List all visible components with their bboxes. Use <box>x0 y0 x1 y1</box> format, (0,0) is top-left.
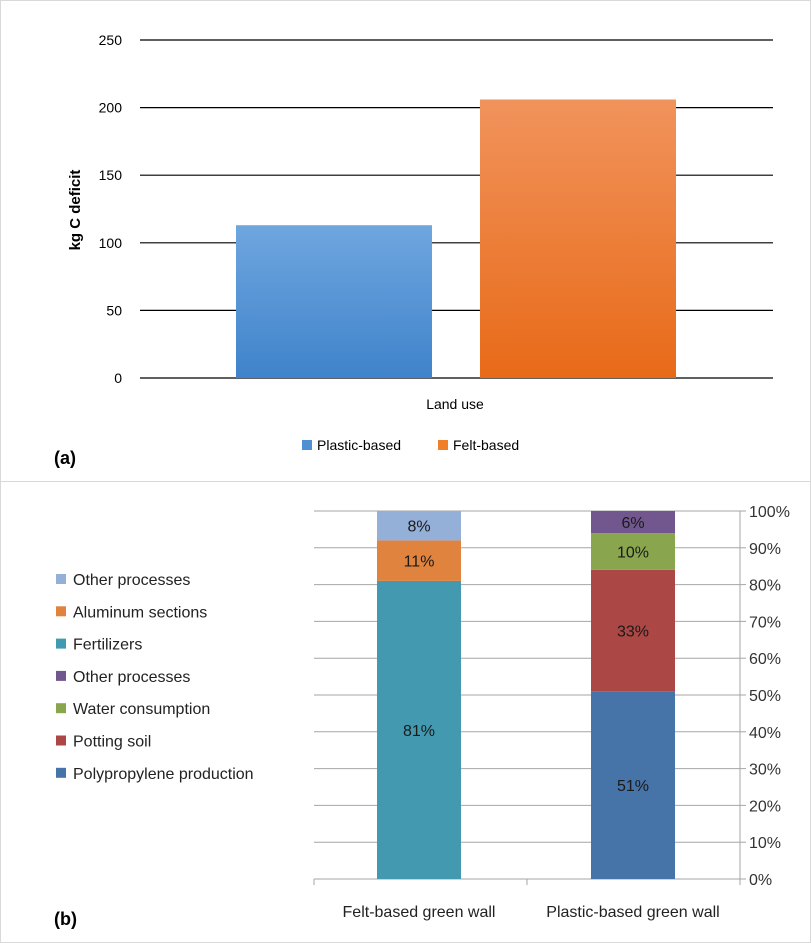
data-label: 6% <box>621 515 644 532</box>
y-tick-label: 50 <box>106 302 122 318</box>
legend-swatch <box>56 606 66 617</box>
bar-segment-other-processes <box>591 511 675 534</box>
legend-swatch <box>56 767 66 778</box>
y-tick-label: 0% <box>749 872 772 889</box>
panel-a-label: (a) <box>54 448 76 468</box>
y-tick-label: 150 <box>99 167 123 183</box>
y-tick-label: 0 <box>114 370 122 386</box>
y-tick-label: 80% <box>749 578 781 595</box>
data-label: 11% <box>404 554 435 571</box>
panel-b-legend: Other processes Aluminum sections Fertiliz… <box>56 572 254 783</box>
legend-label-plastic-based: Plastic-based <box>317 437 401 453</box>
x-category-label: Felt-based green wall <box>343 904 496 921</box>
legend-swatch <box>56 735 66 746</box>
legend-label: Potting soil <box>73 734 151 751</box>
legend-label: Water consumption <box>73 701 210 718</box>
panel-a-chart: 0 50 100 150 200 250 kg C deficit Land use Pl… <box>54 32 773 468</box>
legend-label: Other processes <box>73 669 190 686</box>
bar-segment-fertilizers <box>377 580 461 879</box>
y-tick-label: 200 <box>99 100 123 116</box>
panel-a-y-axis-label: kg C deficit <box>67 170 84 251</box>
x-category-label: Plastic-based green wall <box>546 904 719 921</box>
y-tick-label: 20% <box>749 798 781 815</box>
panel-a-bars <box>236 99 676 378</box>
bar-felt-based <box>480 99 676 378</box>
data-label: 33% <box>617 624 649 641</box>
bar-segment-water-consumption <box>591 533 675 570</box>
panel-a-y-tick-labels: 0 50 100 150 200 250 <box>99 32 123 386</box>
data-label: 10% <box>617 544 649 561</box>
panel-b-bars: 81% 11% 8% 51% 33% 10% 6% <box>377 511 675 879</box>
legend-label: Other processes <box>73 572 190 589</box>
legend-label-felt-based: Felt-based <box>453 437 519 453</box>
y-tick-label: 70% <box>749 614 781 631</box>
bar-segment-other-processes <box>377 511 461 541</box>
bar-segment-aluminum-sections <box>377 540 461 581</box>
panel-b-chart: 0% 10% 20% 30% 40% 50% 60% 70% 80% 90% 100% 81% 11%… <box>54 504 790 929</box>
panel-a-x-axis-label: Land use <box>426 396 484 412</box>
bar-segment-potting-soil <box>591 569 675 692</box>
y-tick-label: 90% <box>749 541 781 558</box>
data-label: 8% <box>407 519 430 536</box>
y-tick-label: 100 <box>99 235 123 251</box>
bar-plastic-based <box>236 225 432 378</box>
y-tick-label: 40% <box>749 725 781 742</box>
panel-b-y-tick-labels: 0% 10% 20% 30% 40% 50% 60% 70% 80% 90% 100% <box>749 504 790 889</box>
y-tick-label: 250 <box>99 32 123 48</box>
bar-segment-polypropylene-production <box>591 691 675 879</box>
y-tick-label: 10% <box>749 835 781 852</box>
legend-swatch <box>56 670 66 681</box>
legend-swatch-plastic-based <box>302 440 312 450</box>
panel-a-legend: Plastic-based Felt-based <box>302 437 519 453</box>
panel-b-label: (b) <box>54 909 77 929</box>
data-label: 51% <box>617 778 649 795</box>
legend-label: Aluminum sections <box>73 604 207 621</box>
panel-a-gridlines <box>140 39 773 379</box>
y-tick-label: 60% <box>749 651 781 668</box>
legend-swatch <box>56 703 66 714</box>
y-tick-label: 30% <box>749 762 781 779</box>
legend-label: Fertilizers <box>73 637 142 654</box>
y-tick-label: 100% <box>749 504 790 521</box>
legend-swatch <box>56 638 66 649</box>
legend-swatch-felt-based <box>438 440 448 450</box>
y-tick-label: 50% <box>749 688 781 705</box>
legend-swatch <box>56 574 66 584</box>
data-label: 81% <box>403 723 435 740</box>
legend-label: Polypropylene production <box>73 766 254 783</box>
panel-b-category-labels: Felt-based green wall Plastic-based green… <box>343 904 720 921</box>
